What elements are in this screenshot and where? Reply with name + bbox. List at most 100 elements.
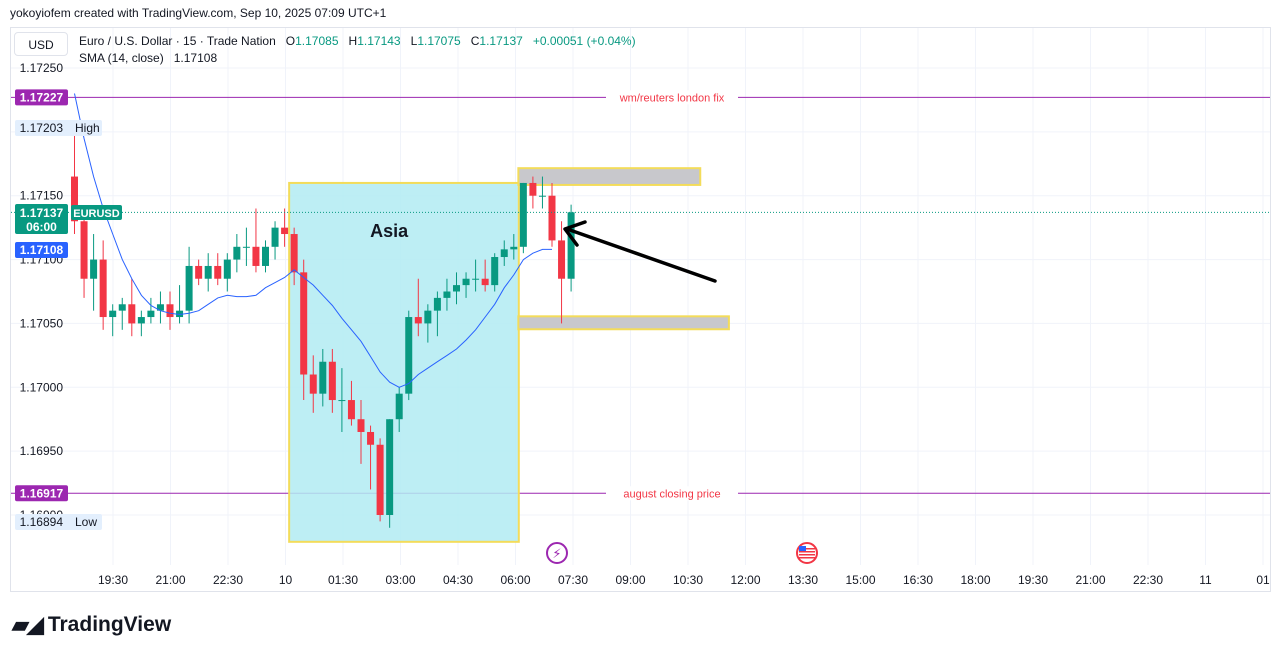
candle[interactable] bbox=[472, 259, 480, 292]
candle[interactable] bbox=[204, 253, 212, 292]
x-tick-label: 04:30 bbox=[443, 573, 473, 587]
candle[interactable] bbox=[529, 176, 537, 209]
candle[interactable] bbox=[90, 234, 98, 311]
x-tick-label: 22:30 bbox=[213, 573, 243, 587]
candle[interactable] bbox=[262, 240, 269, 273]
candle[interactable] bbox=[309, 355, 317, 413]
symbol-title[interactable]: Euro / U.S. Dollar · 15 · Trade Nation bbox=[79, 34, 276, 48]
high-label-bg bbox=[15, 120, 102, 136]
sma-line bbox=[74, 93, 552, 388]
low-label-value: 1.16894 bbox=[20, 515, 64, 529]
candle[interactable] bbox=[147, 297, 155, 324]
candle[interactable] bbox=[137, 310, 145, 337]
candle[interactable] bbox=[156, 291, 164, 324]
candle-body bbox=[472, 278, 480, 280]
candle-body bbox=[99, 259, 107, 318]
currency-button[interactable]: USD bbox=[14, 32, 68, 56]
candle[interactable] bbox=[99, 240, 107, 330]
candle[interactable] bbox=[491, 253, 499, 292]
arrow-head bbox=[563, 220, 587, 247]
candle[interactable] bbox=[538, 176, 546, 209]
candle[interactable] bbox=[195, 259, 203, 286]
candle-body bbox=[80, 221, 88, 279]
candle[interactable] bbox=[109, 304, 117, 337]
candle[interactable] bbox=[233, 234, 241, 273]
candle[interactable] bbox=[386, 419, 394, 528]
candle[interactable] bbox=[500, 240, 508, 266]
candle-body bbox=[281, 227, 289, 235]
candle-body bbox=[118, 304, 126, 311]
candle[interactable] bbox=[319, 348, 327, 407]
candle[interactable] bbox=[347, 380, 355, 426]
candle-body bbox=[424, 310, 432, 324]
open-value: 1.17085 bbox=[295, 34, 339, 48]
candle[interactable] bbox=[558, 221, 566, 324]
candle[interactable] bbox=[414, 278, 422, 337]
candle[interactable] bbox=[395, 387, 403, 432]
candle[interactable] bbox=[367, 425, 375, 490]
august-close-badge-bg bbox=[15, 485, 68, 502]
candle[interactable] bbox=[80, 208, 88, 298]
candle-body bbox=[386, 419, 394, 515]
candle[interactable] bbox=[462, 272, 470, 298]
event-lightning-icon[interactable] bbox=[546, 542, 568, 564]
candle[interactable] bbox=[510, 234, 518, 260]
y-tick-label: 1.17000 bbox=[20, 380, 64, 394]
candle[interactable] bbox=[519, 182, 527, 254]
candle-body bbox=[491, 257, 499, 286]
candle[interactable] bbox=[281, 208, 289, 247]
horizontal-lines: wm/reuters london fix august closing pric… bbox=[11, 90, 1270, 501]
x-tick-label: 15:00 bbox=[845, 573, 875, 587]
candle[interactable] bbox=[185, 246, 193, 324]
candle-body bbox=[328, 361, 336, 401]
candle[interactable] bbox=[300, 259, 308, 401]
candle[interactable] bbox=[481, 259, 489, 292]
candle[interactable] bbox=[433, 291, 441, 337]
candle-body bbox=[433, 297, 441, 311]
candle[interactable] bbox=[128, 278, 136, 337]
candle[interactable] bbox=[166, 291, 174, 330]
august-close-line-label-bg bbox=[606, 486, 738, 501]
candle-body bbox=[71, 176, 78, 222]
change-value: +0.00051 (+0.04%) bbox=[532, 34, 636, 48]
sma-label: SMA (14, close) bbox=[79, 51, 164, 65]
candle[interactable] bbox=[405, 310, 413, 401]
open-label: O bbox=[285, 34, 296, 48]
candle[interactable] bbox=[424, 304, 432, 343]
candle-body bbox=[405, 317, 413, 394]
candle[interactable] bbox=[328, 348, 336, 413]
candle-body bbox=[338, 400, 346, 402]
candle[interactable] bbox=[252, 208, 260, 273]
candle[interactable] bbox=[214, 253, 222, 286]
candle-body bbox=[558, 240, 566, 279]
low-label-text: Low bbox=[75, 515, 97, 529]
low-label: L bbox=[410, 34, 418, 48]
candle[interactable] bbox=[453, 272, 460, 305]
august-close-badge: 1.16917 bbox=[20, 486, 64, 500]
candle-body bbox=[128, 304, 136, 324]
candle[interactable] bbox=[338, 368, 346, 432]
candle[interactable] bbox=[357, 400, 365, 464]
candle[interactable] bbox=[290, 227, 298, 286]
candle-body bbox=[376, 444, 384, 515]
x-tick-label: 07:30 bbox=[558, 573, 588, 587]
sma-legend[interactable]: SMA (14, close) 1.17108 bbox=[79, 51, 217, 65]
candle-body bbox=[147, 310, 155, 318]
candle[interactable] bbox=[223, 253, 231, 292]
candle[interactable] bbox=[271, 221, 279, 260]
candle[interactable] bbox=[567, 204, 575, 292]
candle[interactable] bbox=[548, 182, 556, 247]
candle[interactable] bbox=[242, 227, 250, 266]
x-tick-label: 21:00 bbox=[1075, 573, 1105, 587]
candle[interactable] bbox=[376, 438, 384, 522]
candle[interactable] bbox=[176, 285, 184, 324]
fix-price-badge: 1.17227 bbox=[20, 90, 64, 104]
candle-body bbox=[481, 278, 489, 286]
x-axis-labels: 19:30 21:00 22:30 10 01:30 03:00 04:30 06:00 07:… bbox=[98, 573, 1270, 587]
tradingview-logo[interactable]: ▰◢ TradingView bbox=[12, 612, 171, 638]
candle-body bbox=[414, 317, 422, 324]
candle[interactable] bbox=[118, 297, 126, 330]
candle-body bbox=[185, 265, 193, 311]
candle[interactable] bbox=[443, 278, 451, 311]
